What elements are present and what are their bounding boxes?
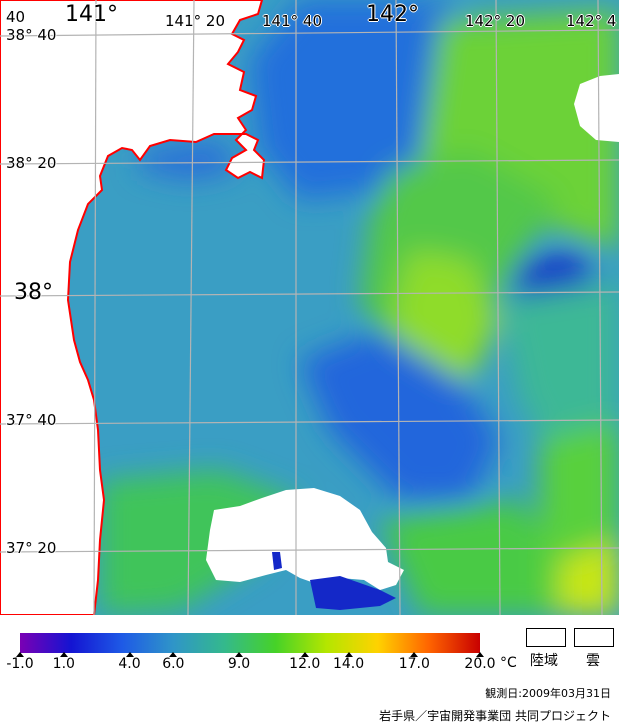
lon-label: 142° 4: [566, 12, 617, 30]
meridian-line: [93, 0, 97, 615]
scale-tick-mark: [169, 652, 178, 657]
observation-date: 観測日:2009年03月31日: [485, 685, 611, 701]
sst-patches: [100, 0, 619, 615]
scale-tick-label: 4.0: [118, 656, 141, 672]
scale-tick-mark: [235, 652, 244, 657]
lon-label: 142° 20: [465, 12, 525, 30]
scale-tick-label: 1.0: [52, 656, 75, 672]
cold-patch: [272, 552, 282, 570]
scale-tick-label: 14.0: [332, 656, 365, 672]
corner-label: 40: [6, 8, 26, 26]
lat-label: 38° 40: [6, 26, 57, 44]
cloud-area: [574, 74, 619, 142]
lon-label: 142°: [366, 2, 419, 27]
meridian-line: [495, 0, 501, 615]
cold-patch: [310, 576, 396, 610]
scale-tick-mark: [410, 652, 419, 657]
parallel-line: [0, 547, 619, 553]
meridian-line: [187, 0, 195, 615]
cloud-swatch: [574, 628, 614, 647]
unit-label: °C: [500, 655, 517, 671]
scale-tick-mark: [344, 652, 353, 657]
scale-tick-label: 12.0: [289, 656, 321, 672]
lat-label: 37° 20: [6, 539, 57, 557]
meridian-line: [395, 0, 401, 615]
lon-label: 141° 40: [262, 12, 322, 30]
scale-tick-label: -1.0: [6, 656, 34, 672]
scale-tick-mark: [16, 652, 24, 657]
color-scale-bar: [20, 633, 480, 653]
parallel-line: [0, 291, 619, 297]
cloud-label: 雲: [586, 653, 600, 669]
meridian-line: [597, 0, 603, 615]
scale-tick-mark: [59, 652, 68, 657]
land-area: [0, 0, 266, 615]
sst-map: 40 141° 141° 20 141° 40 142° 142° 20 142…: [0, 0, 619, 615]
observation-date-label: 観測日:: [485, 687, 522, 700]
scale-tick-label: 20.0: [464, 656, 496, 672]
graticule: [0, 0, 619, 615]
lat-label: 38°: [14, 280, 53, 305]
parallel-line: [0, 29, 619, 37]
scale-tick-mark: [476, 652, 484, 657]
credit-text: 岩手県／宇宙開発事業団 共同プロジェクト: [379, 709, 611, 723]
lon-label: 141°: [65, 2, 118, 27]
cloud-area: [206, 488, 404, 590]
scale-tick-mark: [300, 652, 309, 657]
parallel-line: [0, 419, 619, 425]
sst-map-graphic: [0, 0, 619, 615]
lat-label: 38° 20: [6, 154, 57, 172]
lat-label: 37° 40: [6, 411, 57, 429]
scale-tick-label: 6.0: [162, 656, 185, 672]
scale-tick-mark: [125, 652, 134, 657]
scale-tick-label: 17.0: [398, 656, 430, 672]
lon-label: 141° 20: [165, 12, 225, 30]
observation-date-value: 2009年03月31日: [522, 687, 611, 700]
land-swatch: [526, 628, 566, 647]
parallel-line: [0, 159, 619, 165]
scale-tick-label: 9.0: [227, 656, 251, 672]
land-label: 陸域: [530, 653, 558, 669]
